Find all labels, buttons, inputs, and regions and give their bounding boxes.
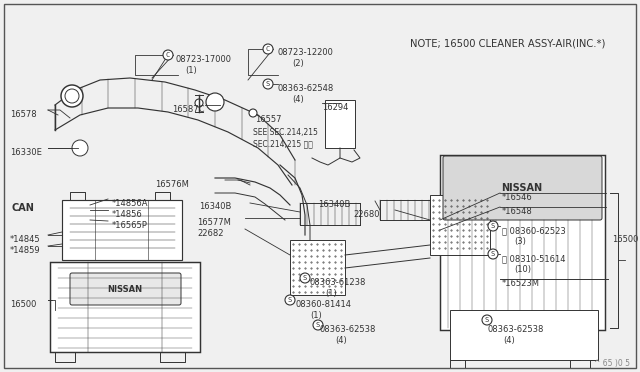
Circle shape	[285, 295, 295, 305]
Text: 16340B: 16340B	[199, 202, 232, 211]
Circle shape	[195, 99, 203, 107]
Text: NISSAN: NISSAN	[108, 285, 143, 294]
Circle shape	[488, 221, 498, 231]
Text: *14859: *14859	[10, 246, 40, 255]
Text: 16577M: 16577M	[197, 218, 231, 227]
Text: (4): (4)	[503, 336, 515, 345]
Text: (1): (1)	[325, 289, 337, 298]
Text: 08363-62548: 08363-62548	[278, 84, 334, 93]
Text: SEE SEC.214,215: SEE SEC.214,215	[253, 128, 318, 137]
FancyBboxPatch shape	[450, 310, 598, 360]
Text: *14856A: *14856A	[112, 199, 148, 208]
Text: 22682: 22682	[197, 229, 223, 238]
FancyBboxPatch shape	[70, 273, 181, 305]
Circle shape	[249, 109, 257, 117]
Text: *16546: *16546	[502, 193, 532, 202]
FancyBboxPatch shape	[50, 262, 200, 352]
Text: *16548: *16548	[502, 207, 532, 216]
Text: 16500: 16500	[10, 300, 36, 309]
Text: Ⓢ 08310-51614: Ⓢ 08310-51614	[502, 254, 566, 263]
FancyBboxPatch shape	[62, 200, 182, 260]
Circle shape	[300, 273, 310, 283]
Text: S: S	[288, 297, 292, 303]
Text: 08723-17000: 08723-17000	[175, 55, 231, 64]
Text: (2): (2)	[292, 59, 304, 68]
FancyBboxPatch shape	[440, 155, 605, 330]
Text: 08363-62538: 08363-62538	[488, 325, 545, 334]
Circle shape	[313, 320, 323, 330]
Circle shape	[163, 50, 173, 60]
Text: *14845: *14845	[10, 235, 40, 244]
Text: C: C	[166, 52, 170, 58]
Text: (4): (4)	[292, 95, 304, 104]
Text: (3): (3)	[514, 237, 526, 246]
Text: 16576M: 16576M	[155, 180, 189, 189]
Text: 16587C: 16587C	[172, 105, 205, 114]
Text: S: S	[266, 81, 270, 87]
Text: 16340B: 16340B	[318, 200, 350, 209]
Circle shape	[488, 249, 498, 259]
Text: *16565P: *16565P	[112, 221, 148, 230]
Circle shape	[263, 44, 273, 54]
Text: 16500: 16500	[612, 235, 638, 244]
FancyBboxPatch shape	[325, 100, 355, 148]
FancyBboxPatch shape	[443, 156, 602, 220]
Text: (4): (4)	[335, 336, 347, 345]
Text: 16294: 16294	[322, 103, 348, 112]
Text: 08723-12200: 08723-12200	[278, 48, 334, 57]
Text: SEC.214,215 参照: SEC.214,215 参照	[253, 139, 313, 148]
Text: S: S	[316, 322, 320, 328]
Text: S: S	[485, 317, 489, 323]
Text: 08363-62538: 08363-62538	[320, 325, 376, 334]
Text: S: S	[303, 275, 307, 281]
Text: 16330E: 16330E	[10, 148, 42, 157]
Text: Ⓢ 08360-62523: Ⓢ 08360-62523	[502, 226, 566, 235]
Text: S: S	[491, 251, 495, 257]
Text: (1): (1)	[185, 66, 196, 75]
Circle shape	[206, 93, 224, 111]
Circle shape	[72, 140, 88, 156]
Text: 22680: 22680	[353, 210, 380, 219]
Text: NOTE; 16500 CLEANER ASSY-AIR(INC.*): NOTE; 16500 CLEANER ASSY-AIR(INC.*)	[410, 38, 605, 48]
Text: 16557: 16557	[255, 115, 282, 124]
Text: 08363-61238: 08363-61238	[310, 278, 366, 287]
Text: ^ 65 )0 5: ^ 65 )0 5	[594, 359, 630, 368]
Text: *14856: *14856	[112, 210, 143, 219]
Circle shape	[482, 315, 492, 325]
Circle shape	[61, 85, 83, 107]
Text: (10): (10)	[514, 265, 531, 274]
Circle shape	[65, 89, 79, 103]
FancyBboxPatch shape	[290, 240, 345, 295]
Text: 08360-81414: 08360-81414	[295, 300, 351, 309]
Text: (1): (1)	[310, 311, 322, 320]
FancyBboxPatch shape	[430, 195, 490, 255]
Text: NISSAN: NISSAN	[501, 183, 543, 193]
Text: S: S	[491, 223, 495, 229]
Text: *16523M: *16523M	[502, 279, 540, 288]
Circle shape	[263, 79, 273, 89]
Text: C: C	[266, 46, 270, 52]
Text: 16578: 16578	[10, 110, 36, 119]
Text: CAN: CAN	[12, 203, 35, 213]
